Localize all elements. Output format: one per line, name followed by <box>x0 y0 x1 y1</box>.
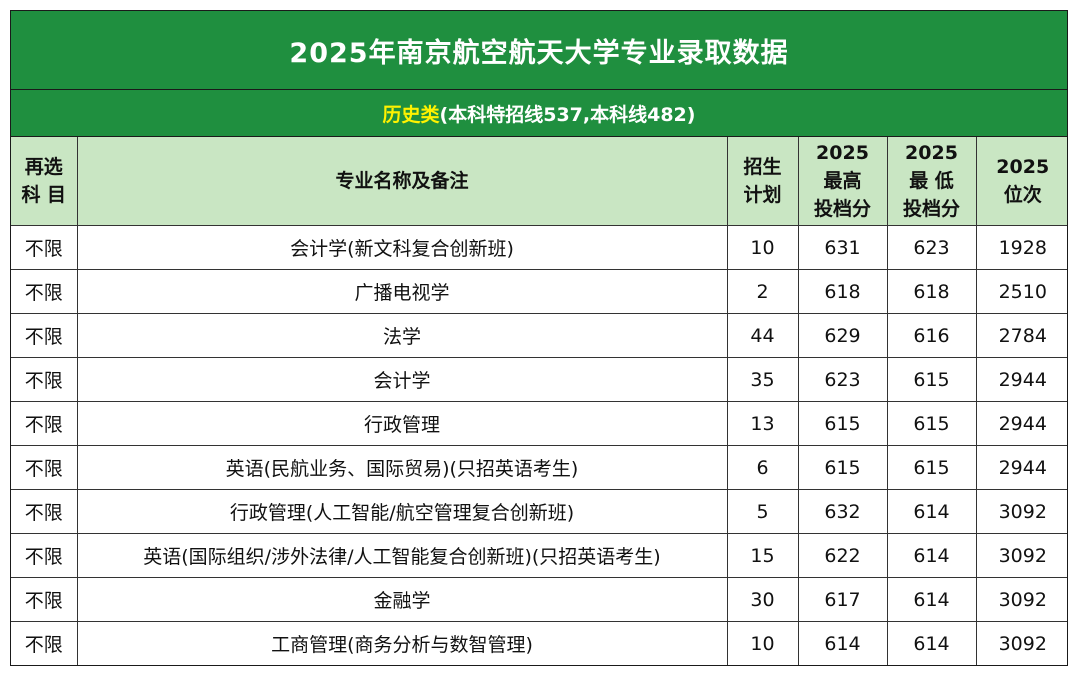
cell-rank: 3092 <box>975 577 1067 622</box>
cell-plan: 2 <box>726 269 799 314</box>
cell-major: 会计学(新文科复合创新班) <box>76 225 728 270</box>
cell-plan: 15 <box>726 533 799 578</box>
cell-major: 金融学 <box>76 577 728 622</box>
cell-plan: 5 <box>726 489 799 534</box>
cell-rank: 3092 <box>975 621 1067 665</box>
cell-max-score: 623 <box>797 357 888 402</box>
page-title: 2025年南京航空航天大学专业录取数据 <box>11 11 1067 90</box>
table-row: 不限 英语(民航业务、国际贸易)(只招英语考生) 6 615 615 2944 <box>11 445 1067 490</box>
cell-min-score: 614 <box>886 577 977 622</box>
cell-plan: 10 <box>726 225 799 270</box>
cell-min-score: 623 <box>886 225 977 270</box>
cell-min-score: 614 <box>886 533 977 578</box>
cell-subject: 不限 <box>11 357 78 402</box>
table-row: 不限 金融学 30 617 614 3092 <box>11 577 1067 622</box>
cell-max-score: 622 <box>797 533 888 578</box>
cell-min-score: 618 <box>886 269 977 314</box>
cell-max-score: 615 <box>797 445 888 490</box>
table-row: 不限 会计学 35 623 615 2944 <box>11 357 1067 402</box>
table-row: 不限 行政管理(人工智能/航空管理复合创新班) 5 632 614 3092 <box>11 489 1067 534</box>
header-major: 专业名称及备注 <box>76 137 728 226</box>
cell-subject: 不限 <box>11 313 78 358</box>
cell-plan: 35 <box>726 357 799 402</box>
cell-subject: 不限 <box>11 225 78 270</box>
cell-min-score: 615 <box>886 401 977 446</box>
cell-plan: 6 <box>726 445 799 490</box>
table-row: 不限 行政管理 13 615 615 2944 <box>11 401 1067 446</box>
table-row: 不限 会计学(新文科复合创新班) 10 631 623 1928 <box>11 225 1067 270</box>
subtitle-category: 历史类 <box>382 103 440 126</box>
cell-plan: 10 <box>726 621 799 665</box>
cell-min-score: 614 <box>886 489 977 534</box>
cell-subject: 不限 <box>11 489 78 534</box>
table-row: 不限 广播电视学 2 618 618 2510 <box>11 269 1067 314</box>
table-row: 不限 英语(国际组织/涉外法律/人工智能复合创新班)(只招英语考生) 15 622 61… <box>11 533 1067 578</box>
admission-table: 再选科 目 专业名称及备注 招生 计划 2025 最高 投档分 2025 最 低投档分 … <box>11 137 1067 665</box>
cell-major: 法学 <box>76 313 728 358</box>
cell-min-score: 615 <box>886 357 977 402</box>
cell-plan: 13 <box>726 401 799 446</box>
header-rank: 2025 位次 <box>975 137 1067 226</box>
cell-subject: 不限 <box>11 269 78 314</box>
cell-rank: 2784 <box>975 313 1067 358</box>
cell-plan: 30 <box>726 577 799 622</box>
cell-major: 行政管理(人工智能/航空管理复合创新班) <box>76 489 728 534</box>
cell-subject: 不限 <box>11 621 78 665</box>
cell-major: 行政管理 <box>76 401 728 446</box>
subtitle-detail: (本科特招线537,本科线482) <box>439 103 696 126</box>
cell-subject: 不限 <box>11 401 78 446</box>
cell-max-score: 614 <box>797 621 888 665</box>
cell-min-score: 614 <box>886 621 977 665</box>
cell-subject: 不限 <box>11 533 78 578</box>
cell-rank: 3092 <box>975 533 1067 578</box>
cell-rank: 2944 <box>975 445 1067 490</box>
table-row: 不限 工商管理(商务分析与数智管理) 10 614 614 3092 <box>11 621 1067 665</box>
table-row: 不限 法学 44 629 616 2784 <box>11 313 1067 358</box>
header-plan: 招生 计划 <box>726 137 799 226</box>
table-header-row: 再选科 目 专业名称及备注 招生 计划 2025 最高 投档分 2025 最 低投档分 … <box>11 137 1067 226</box>
cell-rank: 1928 <box>975 225 1067 270</box>
cell-rank: 2944 <box>975 401 1067 446</box>
cell-rank: 2510 <box>975 269 1067 314</box>
cell-min-score: 615 <box>886 445 977 490</box>
cell-major: 广播电视学 <box>76 269 728 314</box>
cell-max-score: 617 <box>797 577 888 622</box>
cell-major: 会计学 <box>76 357 728 402</box>
cell-subject: 不限 <box>11 445 78 490</box>
cell-major: 英语(民航业务、国际贸易)(只招英语考生) <box>76 445 728 490</box>
admission-table-card: 2025年南京航空航天大学专业录取数据 历史类 (本科特招线537,本科线482)… <box>10 10 1068 666</box>
header-max-score: 2025 最高 投档分 <box>797 137 888 226</box>
header-min-score: 2025 最 低投档分 <box>886 137 977 226</box>
cell-max-score: 615 <box>797 401 888 446</box>
cell-max-score: 632 <box>797 489 888 534</box>
cell-major: 英语(国际组织/涉外法律/人工智能复合创新班)(只招英语考生) <box>76 533 728 578</box>
subtitle: 历史类 (本科特招线537,本科线482) <box>11 90 1067 137</box>
cell-subject: 不限 <box>11 577 78 622</box>
cell-plan: 44 <box>726 313 799 358</box>
cell-min-score: 616 <box>886 313 977 358</box>
cell-max-score: 631 <box>797 225 888 270</box>
cell-rank: 2944 <box>975 357 1067 402</box>
cell-max-score: 629 <box>797 313 888 358</box>
header-subject: 再选科 目 <box>11 137 78 226</box>
cell-max-score: 618 <box>797 269 888 314</box>
cell-major: 工商管理(商务分析与数智管理) <box>76 621 728 665</box>
cell-rank: 3092 <box>975 489 1067 534</box>
